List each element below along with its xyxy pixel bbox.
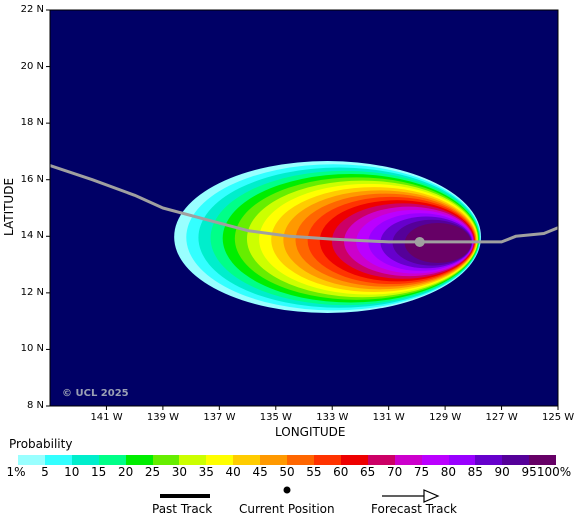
- lon-tick-label: 131 W: [372, 412, 405, 423]
- lat-tick-label: 20 N: [20, 60, 44, 72]
- colorbar-label: 100%: [536, 465, 572, 479]
- colorbar-segment: [179, 455, 207, 465]
- lon-tick-label: 141 W: [90, 412, 123, 423]
- lat-tick-label: 14 N: [20, 230, 44, 242]
- colorbar-label: 45: [252, 465, 268, 479]
- colorbar-label: 1%: [6, 465, 26, 479]
- forecast-track-label: Forecast Track: [371, 502, 457, 516]
- colorbar-segment: [18, 455, 45, 465]
- lon-tick-label: 125 W: [542, 412, 575, 423]
- colorbar-segment: [448, 455, 476, 465]
- past-track-label: Past Track: [152, 502, 213, 516]
- current-position-symbol: [283, 486, 291, 494]
- lon-tick-label: 139 W: [146, 412, 180, 423]
- colorbar-label: 90: [494, 465, 510, 479]
- colorbar-label: 60: [333, 465, 349, 479]
- colorbar-segment: [502, 455, 530, 465]
- axis-ticks: [46, 9, 559, 410]
- lon-tick-label: 133 W: [316, 412, 349, 423]
- colorbar-label: 50: [279, 465, 295, 479]
- probability-contours: [174, 161, 482, 313]
- colorbar-segment: [367, 455, 395, 465]
- lat-tick-label: 22 N: [20, 4, 44, 15]
- colorbar-segment: [44, 455, 72, 465]
- colorbar-label: 35: [198, 465, 214, 479]
- map-frame: [49, 9, 559, 407]
- colorbar-segment: [206, 455, 234, 465]
- colorbar-segment: [394, 455, 422, 465]
- y-axis-label: LATITUDE: [2, 177, 16, 236]
- colorbar-label: 70: [386, 465, 403, 479]
- colorbar-label: 10: [64, 465, 80, 479]
- current-position-label: Current Position: [239, 502, 335, 516]
- lat-tick-label: 12 N: [20, 286, 44, 298]
- colorbar-label: 20: [117, 465, 134, 479]
- colorbar-label: 25: [144, 465, 161, 479]
- colorbar-title: Probability: [9, 437, 73, 451]
- colorbar-label: 80: [440, 465, 457, 479]
- colorbar-segment: [313, 455, 341, 465]
- colorbar-segment: [152, 455, 180, 465]
- colorbar-segment: [475, 455, 503, 465]
- colorbar-segment: [340, 455, 368, 465]
- colorbar-segment: [529, 455, 557, 465]
- colorbar-label: 5: [41, 465, 49, 479]
- current-position-marker: [414, 236, 425, 247]
- colorbar-label: 30: [171, 465, 188, 479]
- colorbar-segment: [125, 455, 153, 465]
- colorbar-segment: [421, 455, 449, 465]
- colorbar-label: 95: [521, 465, 537, 479]
- colorbar-label: 65: [360, 465, 376, 479]
- colorbar-label: 40: [225, 465, 241, 479]
- colorbar-segment: [71, 455, 99, 465]
- lon-tick-label: 129 W: [429, 412, 462, 423]
- colorbar-segment: [98, 455, 126, 465]
- lon-tick-label: 135 W: [259, 412, 292, 423]
- colorbar-label: 75: [413, 465, 430, 479]
- lat-tick-label: 8 N: [26, 400, 44, 411]
- lat-tick-label: 10 N: [20, 343, 44, 355]
- lat-tick-label: 18 N: [20, 117, 44, 129]
- colorbar-segment: [233, 455, 261, 465]
- colorbar-label: 85: [467, 465, 483, 479]
- colorbar-segment: [260, 455, 288, 465]
- colorbar-label: 55: [306, 465, 322, 479]
- lon-tick-label: 127 W: [485, 412, 518, 423]
- forecast-track-line: [50, 164, 558, 244]
- probability-colorbar: [18, 455, 557, 465]
- copyright-watermark: © UCL 2025: [62, 388, 129, 399]
- lon-tick-label: 137 W: [203, 412, 236, 423]
- lat-tick-label: 16 N: [20, 173, 44, 185]
- forecast-track-arrow-head: [423, 489, 440, 503]
- colorbar-segment: [287, 455, 314, 465]
- x-axis-label: LONGITUDE: [275, 425, 346, 439]
- colorbar-label: 15: [91, 465, 107, 479]
